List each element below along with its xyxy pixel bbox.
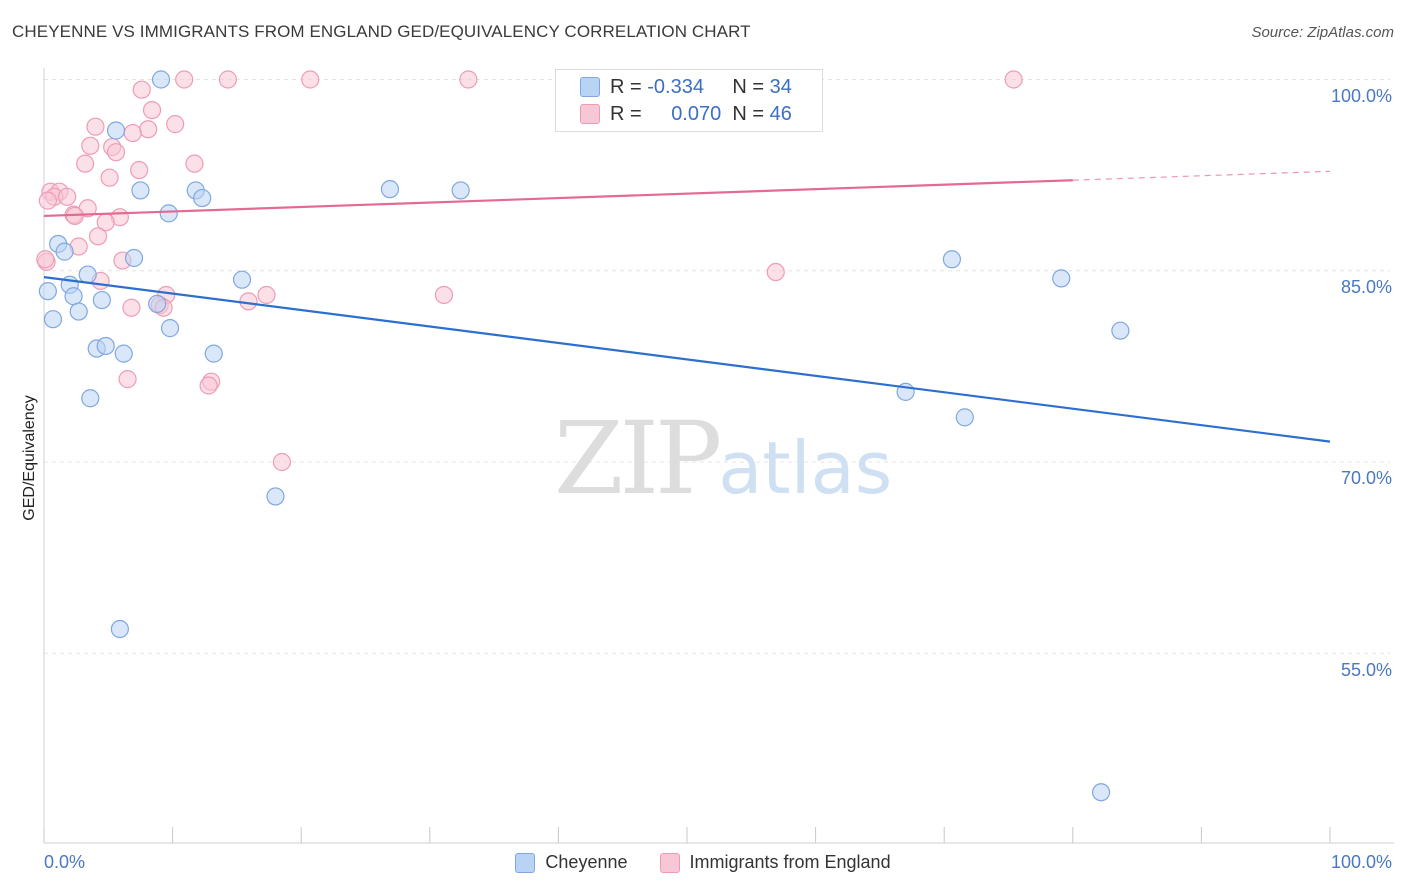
cheyenne-point-4 — [193, 188, 212, 208]
series-legend-label-cheyenne: Cheyenne — [545, 852, 628, 872]
cheyenne-point-32 — [110, 619, 129, 639]
x-tick-label-min: 0.0% — [44, 852, 86, 872]
chart-title: CHEYENNE VS IMMIGRANTS FROM ENGLAND GED/… — [12, 22, 751, 41]
y-tick-label-55: 55.0% — [1340, 660, 1392, 680]
cheyenne-point-26 — [114, 344, 133, 363]
x-tick-label-max: 100.0% — [1330, 852, 1392, 872]
series-legend-swatch-cheyenne — [515, 852, 536, 873]
cheyenne-point-18 — [92, 290, 111, 310]
series-legend-cheyenne: Cheyenne — [515, 852, 628, 873]
cheyenne-point-23 — [1111, 321, 1130, 340]
legend-row-cheyenne: R = -0.334 N = 34 — [580, 75, 792, 99]
england-trend-line — [43, 179, 1073, 218]
legend-swatch-england — [580, 104, 600, 124]
legend-row-england: R = 0.070 N = 46 — [580, 102, 792, 126]
y-axis-label: GED/Equivalency — [21, 395, 38, 521]
series-cheyenne-points — [38, 70, 1130, 802]
england-point-45 — [36, 250, 55, 269]
cheyenne-point-10 — [124, 248, 144, 268]
watermark: ZIPatlas — [554, 400, 893, 517]
england-point-37 — [239, 292, 258, 311]
source-label: Source: ZipAtlas.com — [1251, 24, 1394, 41]
y-tick-label-70: 70.0% — [1340, 468, 1392, 488]
correlation-legend: R = -0.334 N = 34 R = 0.070 N = 46 — [555, 69, 823, 132]
cheyenne-point-33 — [1091, 783, 1111, 802]
england-point-22 — [38, 191, 57, 210]
england-point-4 — [1004, 70, 1023, 89]
cheyenne-point-19 — [148, 294, 167, 313]
england-point-21 — [58, 187, 77, 206]
series-legend-england: Immigrants from England — [659, 852, 891, 873]
cheyenne-point-16 — [38, 282, 57, 301]
england-point-15 — [185, 154, 204, 173]
england-point-1 — [218, 70, 237, 89]
england-point-9 — [139, 120, 158, 139]
legend-n-label: N = — [732, 102, 765, 125]
england-point-35 — [257, 285, 276, 305]
england-point-10 — [123, 123, 142, 143]
legend-n-label: N = — [732, 75, 765, 98]
legend-r-label: R = — [610, 102, 642, 125]
series-legend: Cheyenne Immigrants from England — [0, 852, 1406, 873]
legend-n-value-cheyenne: 34 — [769, 75, 792, 98]
england-point-16 — [130, 160, 149, 180]
england-point-17 — [100, 168, 119, 187]
legend-r-value-england: 0.070 — [671, 102, 722, 125]
trend-lines — [43, 170, 1331, 443]
cheyenne-point-30 — [955, 408, 974, 427]
cheyenne-point-12 — [232, 270, 252, 289]
series-england-points — [36, 70, 1023, 472]
england-point-36 — [434, 285, 454, 305]
cheyenne-point-0 — [151, 70, 171, 89]
cheyenne-point-9 — [55, 242, 74, 261]
cheyenne-point-25 — [96, 336, 115, 356]
cheyenne-point-1 — [106, 121, 126, 140]
england-point-7 — [86, 117, 105, 136]
cheyenne-point-17 — [64, 287, 83, 306]
y-tick-label-100: 100.0% — [1330, 86, 1392, 106]
england-point-11 — [81, 136, 100, 155]
england-point-2 — [301, 70, 320, 89]
series-legend-label-england: Immigrants from England — [689, 852, 891, 872]
cheyenne-point-2 — [131, 181, 150, 200]
cheyenne-point-21 — [43, 310, 63, 329]
cheyenne-point-13 — [942, 250, 962, 269]
england-point-44 — [272, 452, 292, 472]
england-point-39 — [122, 298, 141, 317]
legend-r-label: R = — [610, 75, 642, 98]
england-point-0 — [175, 70, 194, 89]
cheyenne-point-5 — [380, 180, 400, 199]
legend-r-value-cheyenne: -0.334 — [647, 75, 704, 98]
cheyenne-point-29 — [81, 389, 100, 408]
gridlines — [44, 79, 1390, 654]
cheyenne-point-7 — [159, 204, 178, 223]
cheyenne-point-6 — [451, 181, 470, 200]
england-point-28 — [88, 227, 108, 246]
y-tick-label-85: 85.0% — [1340, 277, 1392, 297]
england-point-43 — [199, 376, 218, 395]
cheyenne-trend-line — [43, 276, 1331, 443]
cheyenne-point-14 — [1052, 269, 1071, 288]
england-point-3 — [459, 70, 478, 89]
cheyenne-point-31 — [266, 487, 285, 506]
england-point-41 — [118, 370, 137, 389]
cheyenne-point-11 — [78, 265, 97, 284]
england-point-6 — [142, 100, 162, 120]
cheyenne-point-27 — [204, 344, 223, 363]
england-point-32 — [766, 262, 785, 282]
england-point-14 — [76, 154, 95, 173]
england-point-13 — [106, 143, 126, 162]
england-point-8 — [166, 115, 185, 134]
legend-swatch-cheyenne — [580, 77, 600, 97]
england-trend-extension — [1072, 170, 1331, 181]
cheyenne-point-22 — [160, 319, 180, 338]
series-legend-swatch-england — [659, 852, 680, 873]
cheyenne-point-20 — [69, 302, 88, 321]
england-point-5 — [132, 80, 151, 99]
legend-n-value-england: 46 — [769, 102, 792, 125]
